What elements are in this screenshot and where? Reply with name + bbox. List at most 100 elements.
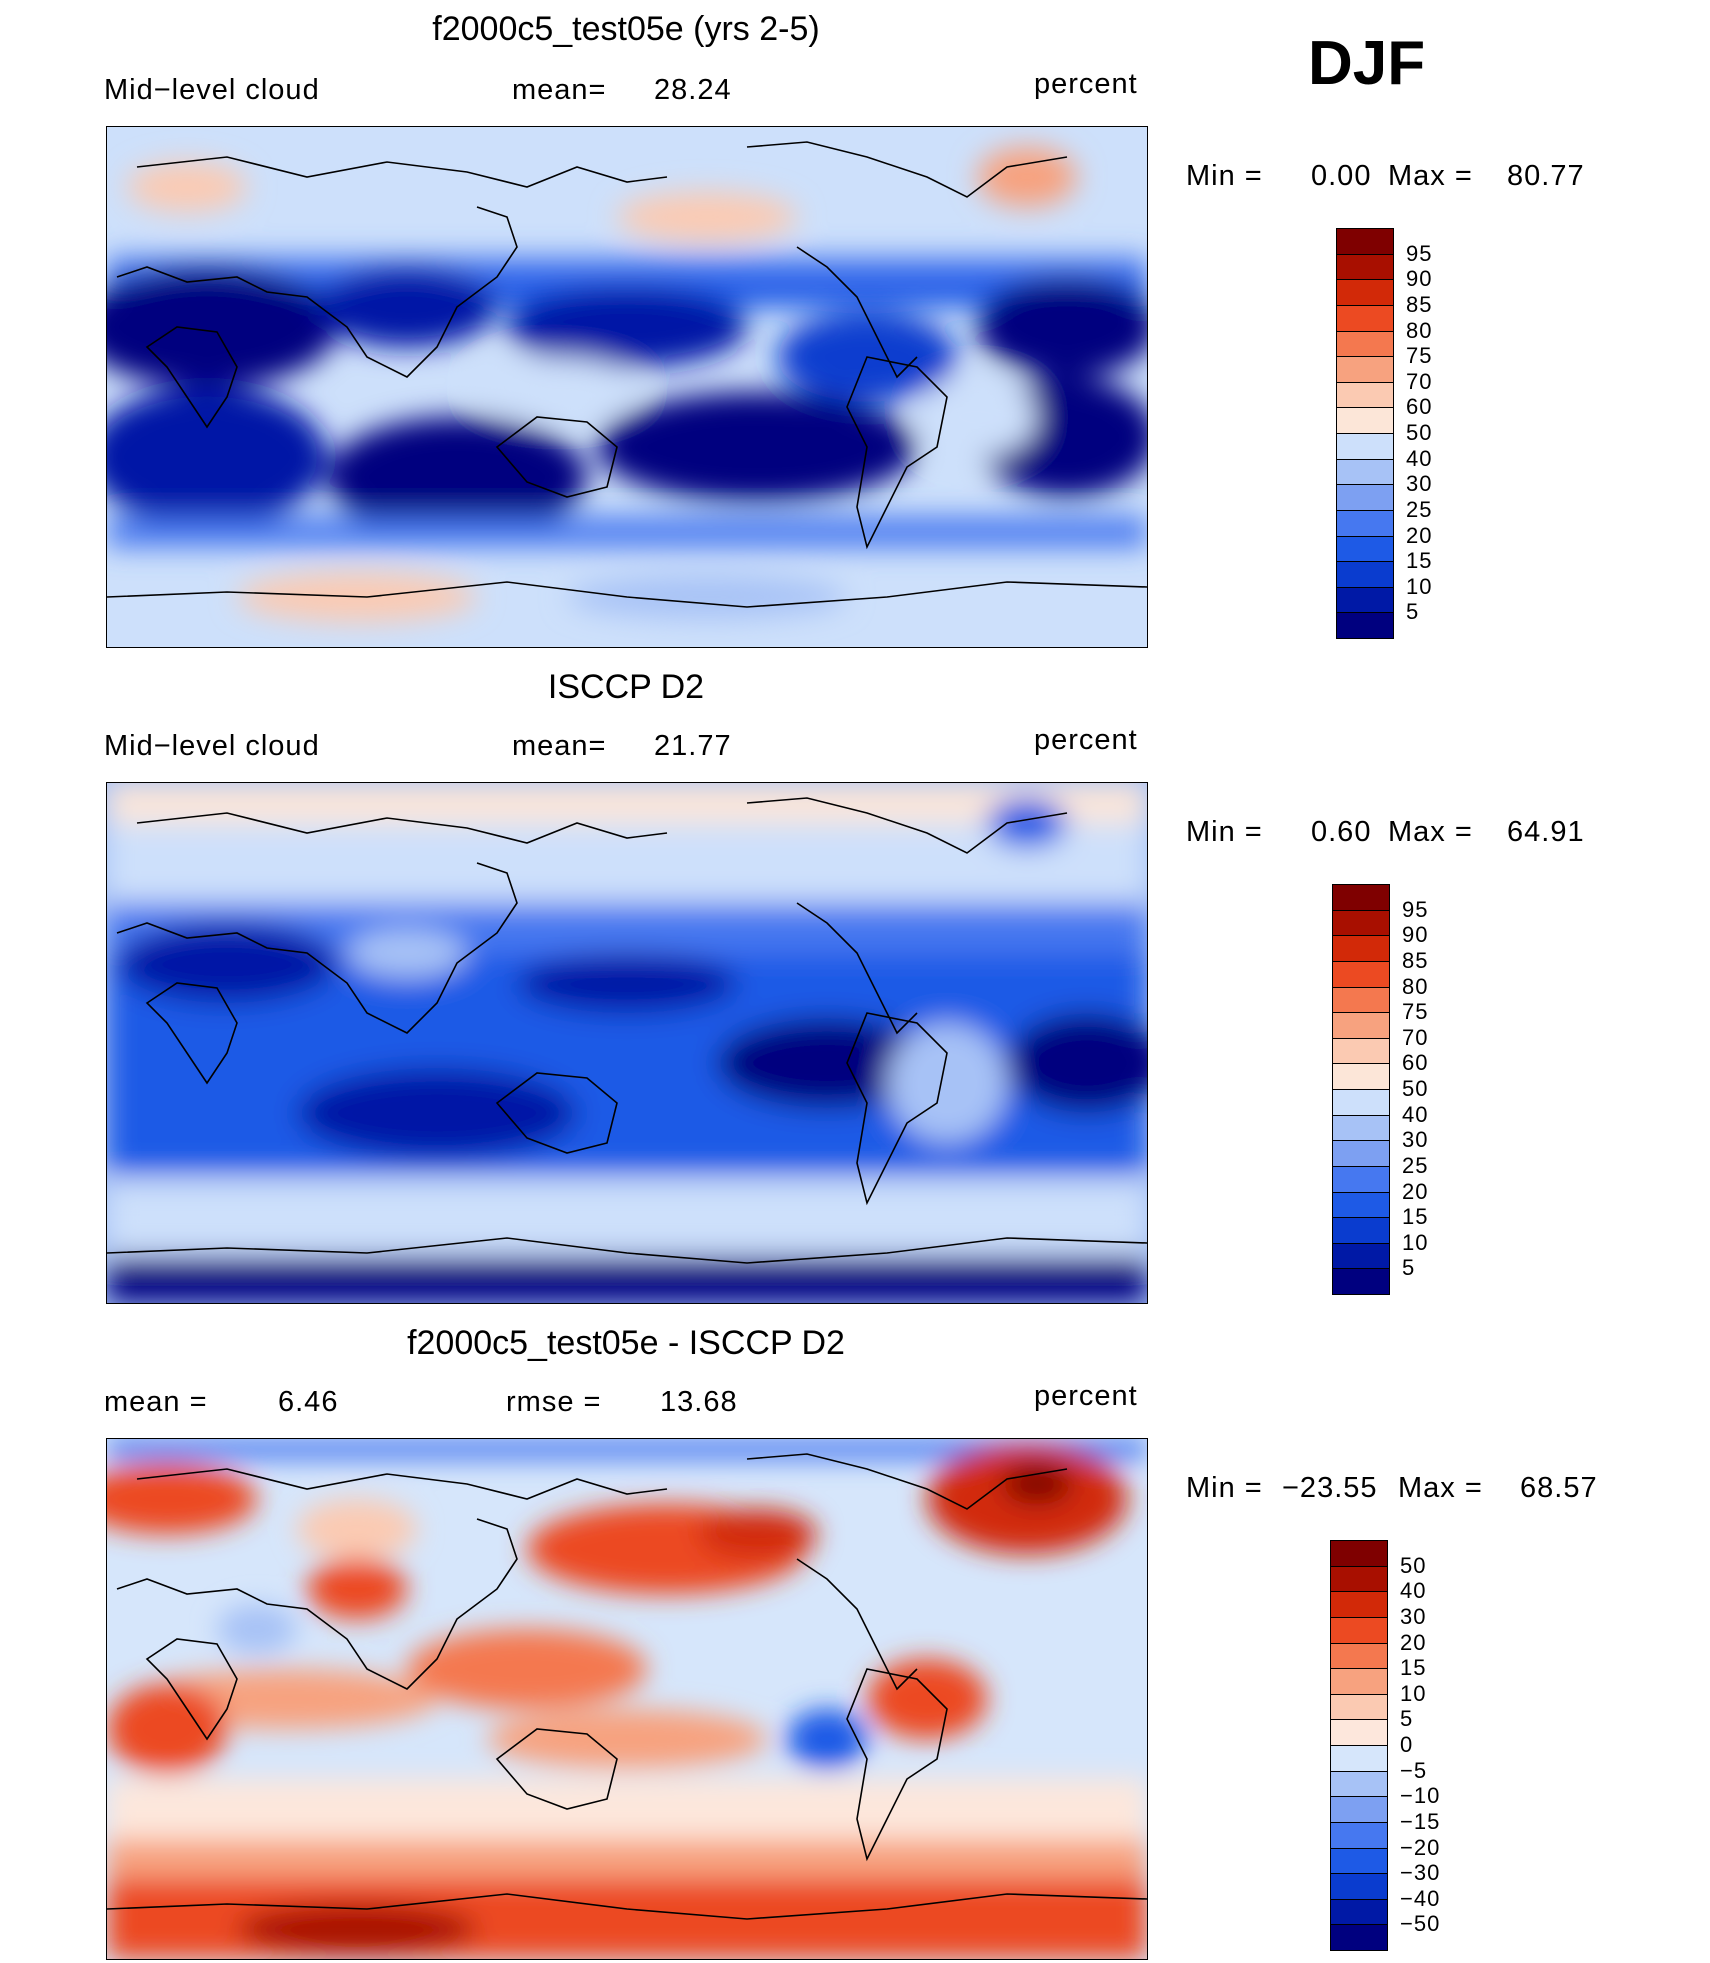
- rmse-value: 13.68: [660, 1386, 738, 1418]
- colorbar-swatch: [1330, 1591, 1388, 1618]
- colorbar-label: 15: [1406, 548, 1433, 574]
- colorbar-swatch: [1332, 986, 1390, 1014]
- colorbar-swatch: [1330, 1796, 1388, 1823]
- colorbar-swatch: [1332, 909, 1390, 937]
- colorbar-swatch: [1332, 1063, 1390, 1090]
- colorbar-label: 60: [1402, 1050, 1429, 1076]
- min-label: Min =: [1186, 160, 1263, 192]
- contour-field: [107, 783, 1147, 1303]
- colorbar-swatch: [1336, 586, 1394, 614]
- colorbar-label: 30: [1406, 471, 1433, 497]
- colorbar-label: 40: [1402, 1101, 1429, 1127]
- colorbar-label: 85: [1406, 291, 1433, 317]
- colorbar-label: 0: [1400, 1732, 1414, 1757]
- colorbar-diff: 50 40 30 20 15 10 5 0 −5 −10 −15 −20 −30 −40 −50: [1330, 1540, 1439, 1951]
- colorbar-label: 20: [1400, 1629, 1427, 1655]
- colorbar-label: 80: [1402, 973, 1429, 999]
- colorbar-swatch: [1332, 1191, 1390, 1219]
- colorbar-swatch: [1332, 1037, 1390, 1065]
- colorbar-swatch: [1336, 279, 1394, 306]
- colorbar-swatch: [1330, 1540, 1388, 1567]
- colorbar-label: −20: [1400, 1834, 1441, 1860]
- panel-title: ISCCP D2: [547, 668, 705, 706]
- min-value: −23.55: [1282, 1472, 1378, 1504]
- colorbar-label: 75: [1402, 999, 1429, 1025]
- panel-title: f2000c5_test05e (yrs 2-5): [432, 10, 820, 48]
- colorbar-swatch: [1330, 1924, 1388, 1951]
- colorbar-swatch: [1332, 1114, 1390, 1142]
- colorbar-label: −40: [1400, 1885, 1441, 1911]
- colorbar-label: 70: [1402, 1024, 1429, 1050]
- colorbar-swatch: [1336, 535, 1394, 563]
- colorbar-swatch: [1332, 1268, 1390, 1295]
- colorbar-label: 10: [1400, 1680, 1427, 1706]
- colorbar-label: 50: [1402, 1076, 1429, 1101]
- colorbar-label: −10: [1400, 1783, 1441, 1809]
- colorbar-model: 95 90 85 80 75 70 60 50 40 30 25 20 15 10 5: [1336, 228, 1431, 639]
- colorbar-swatch: [1330, 1693, 1388, 1721]
- colorbar-swatch: [1330, 1770, 1388, 1798]
- map-diff: [106, 1438, 1148, 1960]
- colorbar-label: −30: [1400, 1860, 1441, 1886]
- coastlines: [107, 1453, 1147, 1920]
- colorbar-label: 5: [1406, 599, 1420, 625]
- units-label: percent: [1034, 724, 1138, 756]
- colorbar-label: 95: [1402, 896, 1429, 922]
- colorbar-swatch: [1336, 356, 1394, 383]
- colorbar-swatch: [1332, 1217, 1390, 1244]
- mean-value: 6.46: [278, 1386, 339, 1418]
- colorbar-label: −5: [1400, 1757, 1428, 1783]
- coastlines: [107, 141, 1147, 608]
- colorbar-label: 50: [1400, 1552, 1427, 1578]
- colorbar-label: 25: [1406, 496, 1433, 522]
- panel-title: f2000c5_test05e - ISCCP D2: [407, 1324, 845, 1362]
- min-label: Min =: [1186, 816, 1263, 848]
- colorbar-swatch: [1330, 1565, 1388, 1593]
- colorbar-label: −50: [1400, 1911, 1441, 1937]
- colorbar-swatch: [1330, 1668, 1388, 1695]
- colorbar-label: 15: [1402, 1204, 1429, 1230]
- colorbar-swatch: [1336, 330, 1394, 358]
- colorbar-label: 20: [1406, 522, 1433, 548]
- contour-field: [107, 127, 1147, 647]
- colorbar-label: 5: [1402, 1255, 1416, 1281]
- variable-label: Mid−level cloud: [104, 74, 320, 106]
- colorbar-swatch: [1336, 612, 1394, 639]
- colorbar-obs: 95 90 85 80 75 70 60 50 40 30 25 20 15 10 5: [1332, 884, 1427, 1295]
- contour-field: [107, 1439, 1147, 1959]
- colorbar-swatch: [1336, 561, 1394, 588]
- max-label: Max =: [1398, 1472, 1483, 1504]
- colorbar-label: 30: [1402, 1127, 1429, 1153]
- min-label: Min =: [1186, 1472, 1263, 1504]
- colorbar-label: 30: [1400, 1603, 1427, 1629]
- map-model: [106, 126, 1148, 648]
- colorbar-label: 5: [1400, 1706, 1414, 1732]
- min-value: 0.60: [1311, 816, 1372, 848]
- colorbar-label: 75: [1406, 343, 1433, 369]
- max-label: Max =: [1388, 816, 1473, 848]
- colorbar-swatch: [1332, 884, 1390, 911]
- units-label: percent: [1034, 1380, 1138, 1412]
- colorbar-swatch: [1336, 458, 1394, 486]
- colorbar-swatch: [1336, 407, 1394, 434]
- colorbar-swatch: [1332, 1089, 1390, 1116]
- colorbar-label: 50: [1406, 420, 1433, 445]
- colorbar-label: 20: [1402, 1178, 1429, 1204]
- colorbar-label: 95: [1406, 240, 1433, 266]
- units-label: percent: [1034, 68, 1138, 100]
- mean-label: mean=: [512, 730, 607, 762]
- colorbar-label: 25: [1402, 1152, 1429, 1178]
- colorbar-label: 70: [1406, 368, 1433, 394]
- max-value: 68.57: [1520, 1472, 1598, 1504]
- coastlines: [107, 797, 1147, 1264]
- colorbar-label: 85: [1402, 947, 1429, 973]
- season-label: DJF: [1308, 29, 1426, 98]
- colorbar-swatch: [1330, 1847, 1388, 1875]
- colorbar-label: 40: [1406, 445, 1433, 471]
- colorbar-swatch: [1336, 253, 1394, 281]
- colorbar-swatch: [1330, 1745, 1388, 1772]
- colorbar-label: 60: [1406, 394, 1433, 420]
- mean-label: mean=: [512, 74, 607, 106]
- variable-label: Mid−level cloud: [104, 730, 320, 762]
- min-value: 0.00: [1311, 160, 1372, 192]
